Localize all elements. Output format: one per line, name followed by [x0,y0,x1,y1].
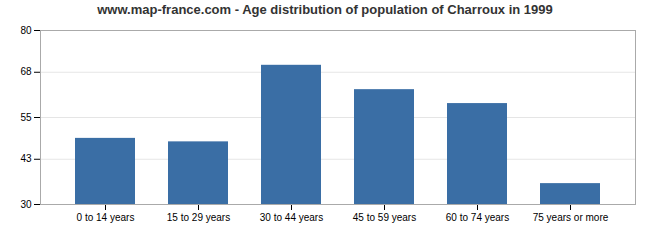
svg-text:30 to 44 years: 30 to 44 years [260,212,323,223]
svg-text:45 to 59 years: 45 to 59 years [353,212,416,223]
svg-text:55: 55 [20,112,32,123]
svg-text:30: 30 [20,199,32,210]
svg-text:60 to 74 years: 60 to 74 years [446,212,509,223]
svg-text:80: 80 [20,25,32,36]
svg-text:15 to 29 years: 15 to 29 years [167,212,230,223]
svg-text:75 years or more: 75 years or more [533,212,609,223]
svg-text:0 to 14 years: 0 to 14 years [77,212,135,223]
svg-text:43: 43 [20,153,32,164]
html-text:www.map-france.com - Age distr: www.map-france.com - Age distribution of… [97,2,553,17]
svg-text:68: 68 [20,66,32,77]
